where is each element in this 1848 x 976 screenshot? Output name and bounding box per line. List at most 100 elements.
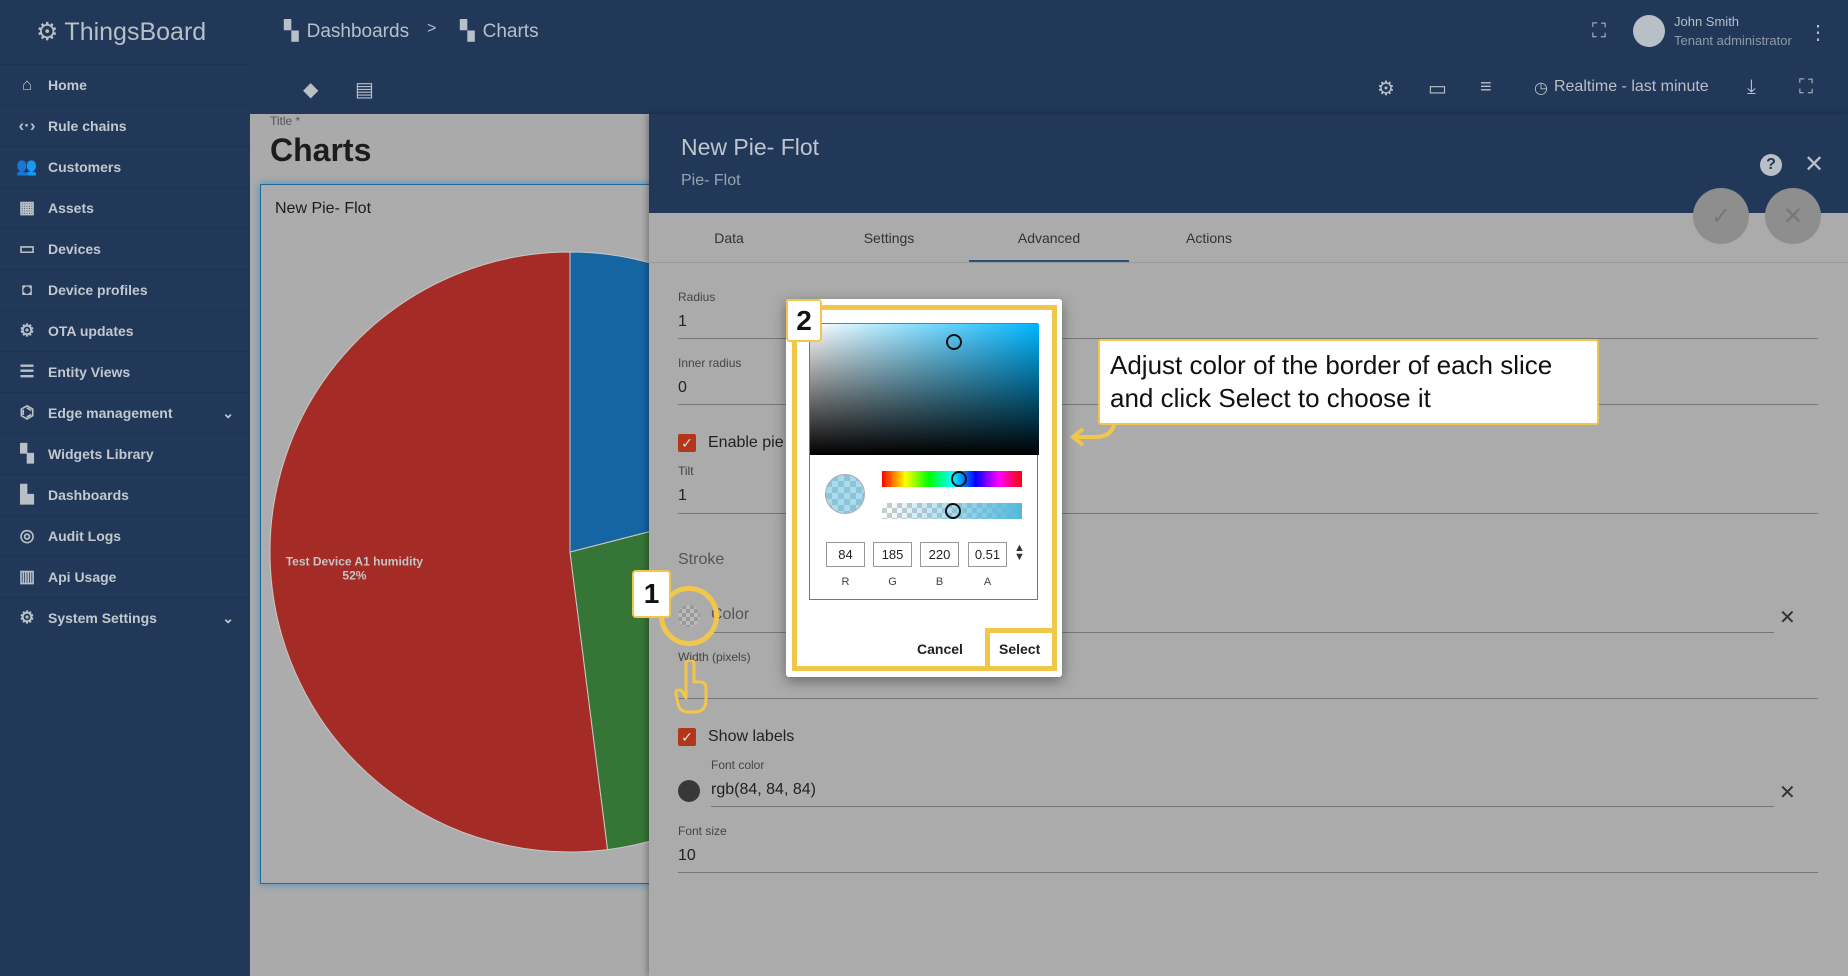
router-icon: ⌬ (19, 403, 35, 422)
logo[interactable]: ⚙ ThingsBoard (36, 17, 207, 47)
sidebar-item-assets[interactable]: ▦ Assets (0, 187, 250, 228)
sidebar-item-label: Rule chains (48, 118, 127, 134)
sidebar-item-label: Devices (48, 241, 101, 257)
tab-actions[interactable]: Actions (1186, 230, 1232, 246)
layout-icon[interactable]: ▤ (355, 79, 374, 101)
chevron-down-icon[interactable]: ⌄ (222, 609, 234, 626)
sidebar-item-customers[interactable]: 👥 Customers (0, 146, 250, 187)
clear-icon[interactable]: ✕ (1779, 607, 1796, 629)
fullscreen-icon[interactable]: ⛶ (1592, 20, 1606, 42)
breadcrumb-separator: > (427, 20, 437, 37)
sidebar-item-widgets-library[interactable]: ▚ Widgets Library (0, 433, 250, 474)
font-color-swatch[interactable] (678, 780, 700, 802)
step2-badge: 2 (786, 299, 822, 342)
top-bar: ▚ Dashboards > ▚ Charts ⛶ John Smith Tenan… (250, 0, 1848, 114)
pie-widget[interactable]: New Pie- Flot Test Device A1 humidity 52% (260, 184, 661, 884)
alpha-slider[interactable] (882, 503, 1022, 519)
timewindow-button[interactable]: ◷ Realtime - last minute (1534, 78, 1709, 97)
widget-title: New Pie- Flot (275, 200, 372, 217)
tab-data[interactable]: Data (714, 230, 744, 246)
help-icon[interactable]: ? (1760, 154, 1782, 176)
font-size-underline (678, 872, 1818, 873)
fullscreen-icon[interactable]: ⛶ (1799, 76, 1813, 98)
pie-slice[interactable] (269, 251, 609, 853)
people-icon: 👥 (16, 157, 38, 176)
font-color-underline (711, 806, 1774, 807)
download-icon[interactable]: ⤓ (1747, 76, 1756, 98)
breadcrumb-charts[interactable]: ▚ Charts (460, 20, 539, 43)
sidebar-item-label: System Settings (48, 610, 157, 626)
inner-radius-input[interactable]: 0 (678, 379, 687, 396)
sidebar-item-edge-management[interactable]: ⌬ Edge management ⌄ (0, 392, 250, 433)
list-icon: ☰ (19, 362, 35, 381)
sidebar-item-devices[interactable]: ▭ Devices (0, 228, 250, 269)
sidebar-item-api-usage[interactable]: ▥ Api Usage (0, 556, 250, 597)
font-color-input[interactable]: rgb(84, 84, 84) (711, 781, 816, 798)
apply-button[interactable]: ✓ (1693, 188, 1749, 244)
dashboard-icon: ▙ (20, 485, 34, 504)
sidebar-item-rule-chains[interactable]: ‹·› Rule chains (0, 105, 250, 146)
dashboard-title-input[interactable]: Charts (270, 132, 372, 168)
title-label: Title * (270, 114, 301, 128)
avatar[interactable] (1633, 15, 1665, 47)
format-toggle-icon[interactable]: ▲ ▼ (1014, 542, 1025, 563)
breadcrumb-dashboards[interactable]: ▚ Dashboards (284, 20, 410, 43)
stroke-heading: Stroke (678, 551, 725, 568)
hue-knob[interactable] (951, 471, 967, 487)
sidebar-item-dashboards[interactable]: ▙ Dashboards (0, 474, 250, 515)
show-labels-checkbox[interactable]: ✓ (678, 728, 696, 746)
stroke-color-input[interactable]: Color (711, 606, 750, 623)
close-icon: ✕ (1782, 202, 1804, 230)
entity-aliases-icon[interactable]: ▭ (1428, 78, 1447, 100)
dashboard-icon: ▚ (460, 21, 475, 42)
sidebar-item-system-settings[interactable]: ⚙ System Settings ⌄ (0, 597, 250, 638)
sidebar-item-label: Api Usage (48, 569, 117, 585)
clear-icon[interactable]: ✕ (1779, 782, 1796, 804)
cancel-button[interactable]: Cancel (917, 641, 963, 657)
panel-subtitle: Pie- Flot (681, 172, 741, 189)
blue-input[interactable]: 220 (920, 542, 959, 567)
a-label: A (983, 576, 992, 588)
sidebar-item-label: Widgets Library (48, 446, 154, 462)
hue-slider[interactable] (882, 471, 1022, 487)
more-vert-icon[interactable]: ⋮ (1808, 22, 1828, 44)
saturation-area[interactable] (810, 324, 1039, 455)
sidebar-item-audit-logs[interactable]: ◎ Audit Logs (0, 515, 250, 556)
panel-header: New Pie- Flot Pie- Flot ? ✕ (649, 114, 1848, 213)
close-icon[interactable]: ✕ (1804, 151, 1825, 178)
layers-icon[interactable]: ◆ (303, 79, 319, 101)
tab-settings[interactable]: Settings (863, 230, 915, 246)
code-icon: ‹·› (18, 116, 36, 135)
sidebar-item-label: Edge management (48, 405, 173, 421)
sidebar-item-device-profiles[interactable]: ◘ Device profiles (0, 269, 250, 310)
settings-icon: ⚙ (19, 608, 35, 627)
saturation-knob[interactable] (946, 334, 962, 350)
sidebar-item-home[interactable]: ⌂ Home (0, 64, 250, 105)
stroke-width-label: Width (pixels) (678, 650, 751, 664)
decline-button[interactable]: ✕ (1765, 188, 1821, 244)
alpha-input[interactable]: 0.51 (968, 542, 1007, 567)
font-size-input[interactable]: 10 (678, 847, 696, 864)
pie-slice[interactable] (569, 251, 661, 553)
chevron-down-icon[interactable]: ⌄ (222, 404, 234, 421)
filter-icon[interactable]: ≡ (1480, 76, 1492, 98)
enable-pie-label: Enable pie (708, 434, 784, 451)
user-name: John Smith (1674, 14, 1740, 29)
tab-advanced[interactable]: Advanced (969, 228, 1129, 262)
settings-icon[interactable]: ⚙ (1377, 78, 1395, 100)
profile-icon: ◘ (21, 280, 33, 299)
color-underline (711, 632, 1774, 633)
sidebar-item-entity-views[interactable]: ☰ Entity Views (0, 351, 250, 392)
enable-pie-checkbox[interactable]: ✓ (678, 434, 696, 452)
green-input[interactable]: 185 (873, 542, 912, 567)
pie-slice-label: Test Device A1 humidity (286, 555, 424, 569)
tilt-input[interactable]: 1 (678, 487, 687, 504)
panel-title: New Pie- Flot (681, 134, 820, 160)
red-input[interactable]: 84 (826, 542, 865, 567)
alpha-knob[interactable] (945, 503, 962, 519)
color-picker: 84 185 220 0.51 ▲ ▼ R G B A (809, 323, 1039, 600)
sidebar-item-ota-updates[interactable]: ⚙ OTA updates (0, 310, 250, 351)
radius-input[interactable]: 1 (678, 313, 687, 330)
select-button[interactable]: Select (999, 641, 1041, 657)
chip-icon: ⚙ (19, 321, 35, 340)
